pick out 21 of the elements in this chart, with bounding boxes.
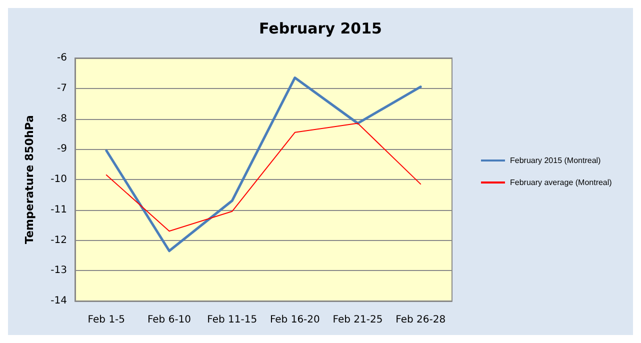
x-tick-label: Feb 1-5 (88, 314, 126, 326)
x-tick-label: Feb 6-10 (147, 314, 192, 326)
x-tick-label: Feb 16-20 (270, 314, 320, 326)
y-tick-label: -13 (50, 265, 67, 276)
line-series (106, 122, 422, 232)
x-tick-label: Feb 21-25 (332, 314, 383, 326)
x-tick-label: Feb 26-28 (396, 314, 446, 326)
y-tick-label: -9 (57, 144, 67, 155)
y-tick-label: -10 (50, 174, 67, 185)
y-tick-label: -14 (50, 296, 67, 306)
y-tick-label: -12 (50, 234, 67, 246)
y-tick-label: -8 (57, 113, 67, 124)
y-axis-title: Temperature 850hPa (23, 115, 36, 244)
y-tick-label: -11 (50, 204, 67, 216)
legend-label: February 2015 (Montreal) (510, 156, 602, 165)
y-tick-label: -7 (57, 82, 67, 94)
x-tick-label: Feb 11-15 (207, 314, 258, 326)
legend-label: February average (Montreal) (510, 178, 612, 187)
chart-title: February 2015 (259, 20, 382, 38)
y-tick-label: -6 (57, 52, 67, 64)
line-series (105, 76, 422, 252)
